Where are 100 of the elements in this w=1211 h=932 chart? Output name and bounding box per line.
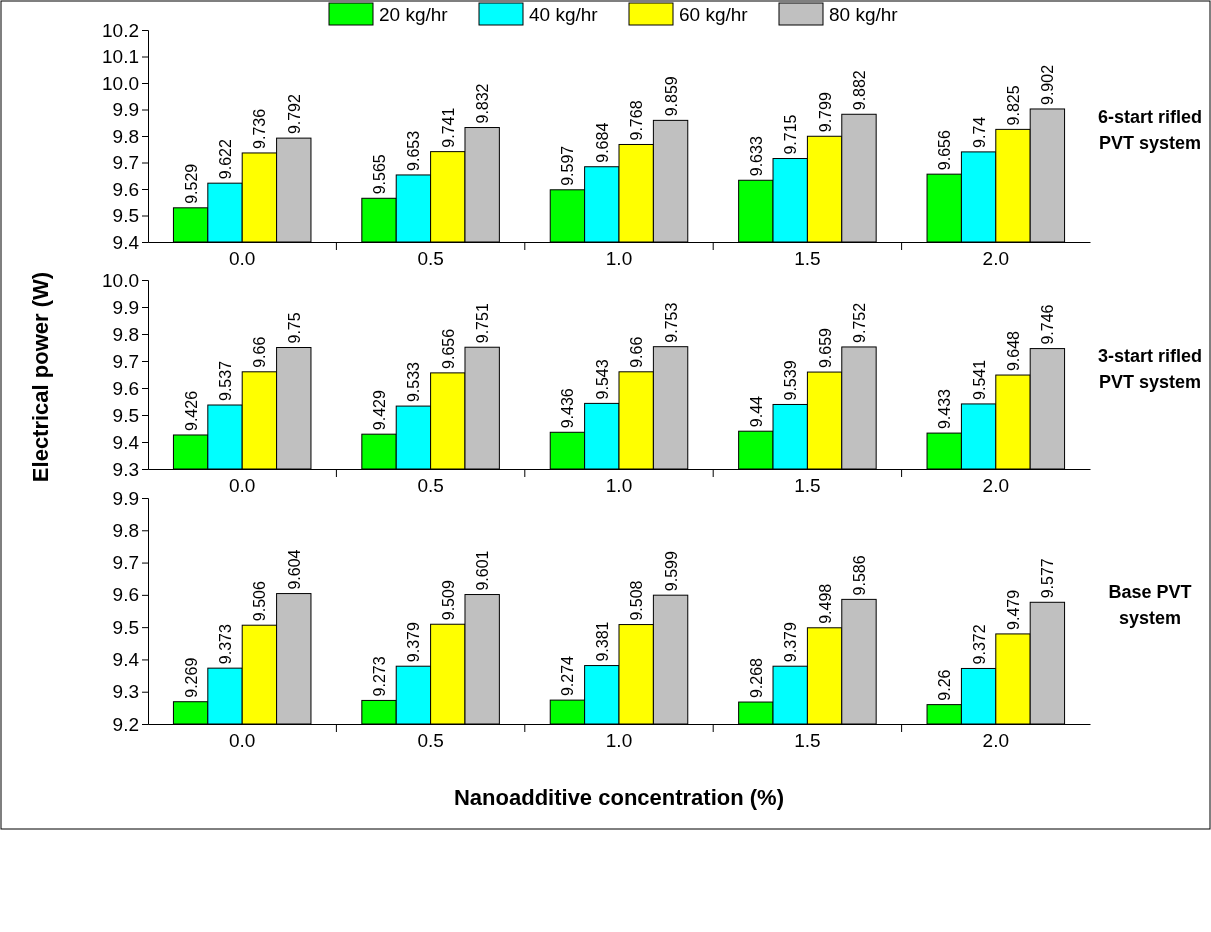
data-label: 9.599 — [662, 551, 680, 592]
x-tick-label: 1.0 — [605, 730, 633, 752]
y-tick-label: 10.0 — [102, 269, 139, 291]
data-label: 9.269 — [182, 657, 200, 698]
y-tick-label: 9.7 — [112, 552, 139, 574]
data-label: 9.533 — [405, 361, 423, 403]
data-label: 9.715 — [782, 114, 800, 155]
y-tick-label: 9.6 — [112, 178, 139, 200]
data-label: 9.74 — [970, 116, 988, 148]
data-label: 9.656 — [936, 130, 954, 171]
y-tick-label: 10.0 — [102, 72, 139, 94]
y-tick-label: 10.1 — [102, 46, 139, 68]
y-tick-label: 9.5 — [112, 616, 139, 638]
data-label: 9.436 — [559, 388, 577, 429]
x-tick-label: 0.5 — [417, 475, 444, 497]
data-label: 9.825 — [1004, 85, 1022, 126]
data-label: 9.604 — [285, 549, 303, 590]
data-label: 9.543 — [593, 359, 611, 400]
y-tick-label: 9.9 — [112, 487, 139, 509]
y-tick-label: 9.9 — [112, 296, 139, 318]
data-label: 9.379 — [405, 622, 423, 663]
data-label: 9.648 — [1004, 330, 1022, 372]
x-tick-label: 0.5 — [417, 248, 444, 270]
y-tick-label: 9.8 — [112, 323, 139, 345]
x-tick-label: 0.0 — [228, 248, 256, 270]
y-tick-label: 9.9 — [112, 99, 139, 121]
data-label: 9.882 — [850, 70, 868, 111]
text: Base PVT system — [1108, 582, 1192, 628]
y-tick-label: 9.8 — [112, 519, 139, 541]
data-label: 9.633 — [747, 136, 765, 177]
data-label: 9.268 — [747, 657, 765, 699]
data-label: 9.565 — [371, 154, 389, 195]
y-tick-label: 9.7 — [112, 350, 139, 372]
data-label: 9.429 — [371, 390, 389, 431]
y-tick-label: 9.5 — [112, 404, 139, 426]
y-tick-label: 9.7 — [112, 152, 139, 174]
data-label: 9.539 — [782, 360, 800, 401]
legend-label: 60 kg/hr — [679, 4, 749, 25]
x-tick-label: 1.5 — [794, 248, 821, 270]
x-tick-label: 1.5 — [794, 475, 821, 497]
data-label: 9.66 — [251, 336, 269, 368]
data-label: 9.529 — [182, 163, 200, 204]
data-label: 9.508 — [628, 580, 646, 621]
data-label: 9.44 — [747, 395, 765, 428]
data-label: 9.741 — [439, 107, 457, 148]
text: 3-start rifled PVT system — [1097, 345, 1203, 392]
x-tick-label: 0.5 — [417, 730, 444, 752]
data-label: 9.752 — [850, 302, 868, 343]
y-tick-label: 9.4 — [112, 431, 140, 453]
data-label: 9.426 — [182, 390, 200, 431]
data-label: 9.577 — [1039, 558, 1057, 599]
data-label: 9.379 — [782, 622, 800, 663]
x-tick-label: 0.0 — [228, 730, 256, 752]
x-tick-label: 1.0 — [605, 475, 633, 497]
x-tick-label: 2.0 — [982, 248, 1010, 270]
data-label: 9.498 — [816, 583, 834, 624]
data-label: 9.792 — [285, 93, 303, 135]
legend-label: 80 kg/hr — [829, 4, 899, 25]
data-label: 9.859 — [662, 76, 680, 117]
y-tick-label: 9.6 — [112, 377, 139, 399]
data-label: 9.479 — [1004, 589, 1022, 630]
data-label: 9.586 — [850, 555, 868, 596]
x-tick-label: 1.5 — [794, 730, 821, 752]
data-label: 9.753 — [662, 302, 680, 343]
y-tick-label: 9.3 — [112, 458, 139, 480]
data-label: 9.751 — [474, 303, 492, 344]
y-tick-label: 9.4 — [112, 649, 140, 671]
data-label: 9.509 — [439, 580, 457, 621]
y-tick-label: 9.5 — [112, 205, 139, 227]
data-label: 9.768 — [628, 100, 646, 141]
data-label: 9.506 — [251, 581, 269, 622]
data-label: 9.902 — [1039, 64, 1057, 105]
data-label: 9.656 — [439, 328, 457, 369]
legend-label: 40 kg/hr — [529, 4, 599, 25]
data-label: 9.653 — [405, 130, 423, 171]
y-axis-title: Electrical power (W) — [28, 271, 53, 483]
data-label: 9.622 — [217, 139, 235, 180]
data-label: 9.274 — [559, 655, 577, 697]
data-label: 9.736 — [251, 108, 269, 149]
data-label: 9.684 — [593, 122, 611, 163]
data-label: 9.601 — [474, 550, 492, 591]
data-label: 9.66 — [628, 336, 646, 368]
y-tick-label: 9.3 — [112, 681, 139, 703]
data-label: 9.373 — [217, 624, 235, 665]
data-label: 9.372 — [970, 624, 988, 665]
data-label: 9.26 — [936, 669, 954, 701]
y-tick-label: 9.2 — [112, 713, 139, 735]
data-label: 9.541 — [970, 359, 988, 400]
data-label: 9.799 — [816, 92, 834, 133]
y-tick-label: 9.6 — [112, 584, 139, 606]
x-axis-title: Nanoadditive concentration (%) — [453, 785, 785, 810]
x-tick-label: 2.0 — [982, 475, 1010, 497]
data-label: 9.273 — [371, 656, 389, 697]
data-label: 9.832 — [474, 83, 492, 124]
text: 6-start rifled PVT system — [1097, 107, 1203, 153]
data-label: 9.537 — [217, 360, 235, 402]
data-label: 9.433 — [936, 388, 954, 430]
legend-label: 20 kg/hr — [379, 4, 449, 25]
x-tick-label: 0.0 — [228, 475, 256, 497]
x-tick-label: 1.0 — [605, 248, 633, 270]
